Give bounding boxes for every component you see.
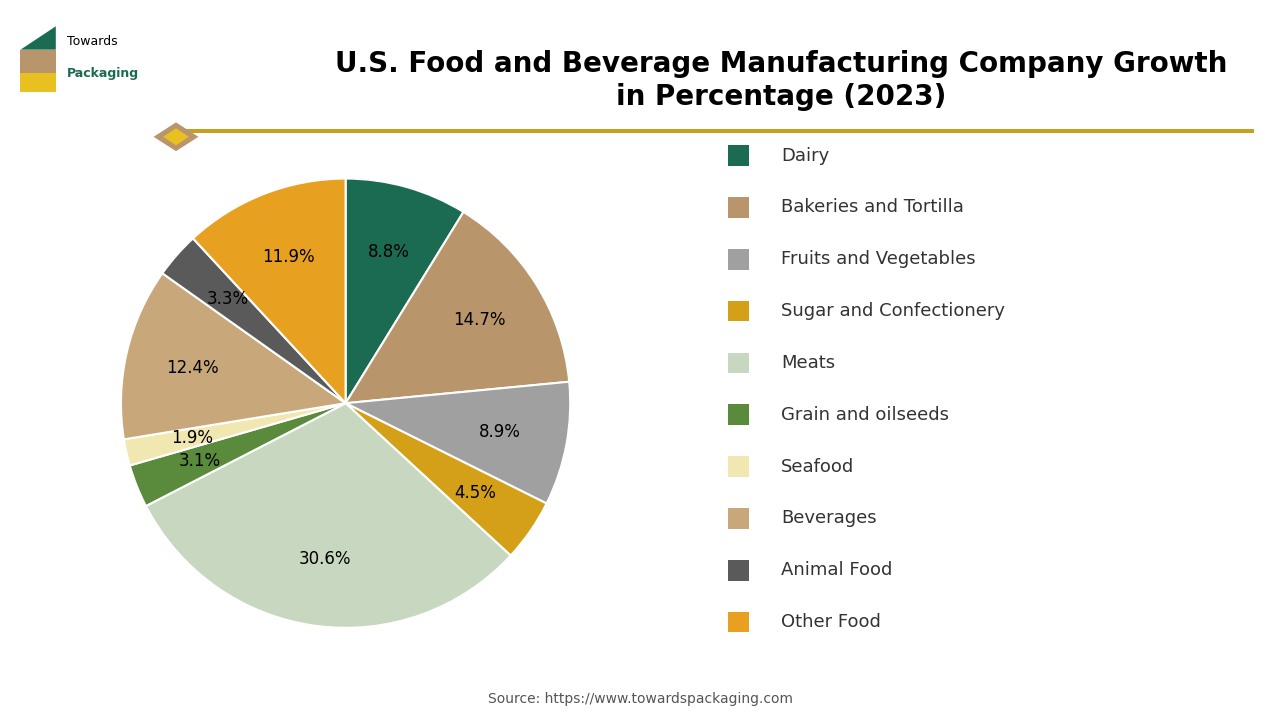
Text: 3.1%: 3.1% (178, 452, 220, 470)
Text: Source: https://www.towardspackaging.com: Source: https://www.towardspackaging.com (488, 692, 792, 706)
FancyBboxPatch shape (727, 353, 749, 373)
FancyBboxPatch shape (727, 612, 749, 632)
Text: 14.7%: 14.7% (453, 311, 506, 329)
Polygon shape (20, 26, 56, 50)
Text: 4.5%: 4.5% (454, 484, 495, 502)
Polygon shape (164, 128, 189, 145)
Wedge shape (146, 403, 511, 628)
Text: 8.9%: 8.9% (479, 423, 521, 441)
FancyBboxPatch shape (727, 508, 749, 528)
Text: Dairy: Dairy (781, 146, 829, 164)
Text: Bakeries and Tortilla: Bakeries and Tortilla (781, 198, 964, 216)
Text: 12.4%: 12.4% (166, 359, 219, 377)
Text: Animal Food: Animal Food (781, 562, 892, 579)
Wedge shape (122, 274, 346, 439)
FancyBboxPatch shape (727, 560, 749, 580)
Polygon shape (20, 73, 56, 92)
Text: 3.3%: 3.3% (206, 290, 248, 308)
Wedge shape (129, 403, 346, 506)
Text: 30.6%: 30.6% (298, 550, 351, 568)
Wedge shape (163, 238, 346, 403)
Text: Packaging: Packaging (67, 67, 138, 80)
Wedge shape (124, 403, 346, 465)
Text: Grain and oilseeds: Grain and oilseeds (781, 406, 950, 423)
Wedge shape (193, 179, 346, 403)
Wedge shape (346, 179, 463, 403)
FancyBboxPatch shape (727, 145, 749, 166)
Text: U.S. Food and Beverage Manufacturing Company Growth
in Percentage (2023): U.S. Food and Beverage Manufacturing Com… (334, 50, 1228, 111)
Polygon shape (154, 122, 198, 151)
Text: Other Food: Other Food (781, 613, 881, 631)
Wedge shape (346, 403, 547, 556)
Text: 11.9%: 11.9% (262, 248, 315, 266)
FancyBboxPatch shape (727, 249, 749, 269)
Wedge shape (346, 382, 570, 503)
Text: Towards: Towards (67, 35, 118, 48)
Text: Sugar and Confectionery: Sugar and Confectionery (781, 302, 1005, 320)
Text: Beverages: Beverages (781, 510, 877, 527)
Text: 1.9%: 1.9% (172, 428, 214, 446)
FancyBboxPatch shape (727, 301, 749, 321)
Polygon shape (20, 50, 56, 73)
FancyBboxPatch shape (727, 456, 749, 477)
Text: Seafood: Seafood (781, 458, 855, 476)
FancyBboxPatch shape (727, 405, 749, 425)
Text: Fruits and Vegetables: Fruits and Vegetables (781, 251, 975, 269)
Text: Meats: Meats (781, 354, 836, 372)
Text: 8.8%: 8.8% (367, 243, 410, 261)
Wedge shape (346, 212, 570, 403)
FancyBboxPatch shape (727, 197, 749, 217)
